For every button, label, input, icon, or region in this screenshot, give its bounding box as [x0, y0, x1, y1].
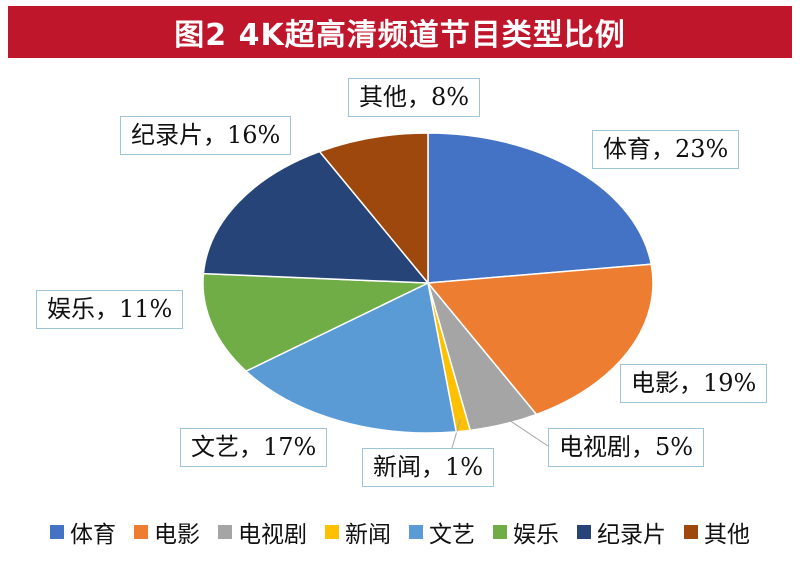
legend-item-7: 纪录片	[577, 515, 666, 549]
leader-line-4	[451, 419, 461, 449]
legend-label: 电影	[154, 522, 200, 548]
data-label-6: 娱乐，11%	[36, 290, 184, 329]
legend-item-3: 电视剧	[218, 515, 307, 549]
legend-label: 文艺	[429, 522, 475, 548]
legend-item-2: 电影	[134, 515, 200, 549]
legend-item-1: 体育	[50, 515, 116, 549]
data-label-2: 电影，19%	[620, 364, 768, 403]
title-bar: 图2 4K超高清频道节目类型比例	[8, 6, 792, 58]
legend-label: 新闻	[345, 522, 391, 548]
legend-item-6: 娱乐	[493, 515, 559, 549]
legend-label: 纪录片	[597, 522, 666, 548]
legend-label: 娱乐	[513, 522, 559, 548]
legend-item-8: 其他	[684, 515, 750, 549]
pie-slice-2	[426, 263, 654, 416]
pie-slice-1	[427, 132, 653, 284]
data-label-5: 文艺，17%	[180, 428, 328, 467]
pie-slice-8	[318, 132, 429, 286]
legend-swatch	[409, 525, 423, 539]
pie-slice-7	[202, 150, 430, 284]
legend: 体育 电影 电视剧 新闻 文艺 娱乐 纪录片 其他	[0, 512, 800, 552]
legend-swatch	[325, 525, 339, 539]
legend-swatch	[50, 525, 64, 539]
data-label-3: 电视剧，5%	[548, 428, 705, 467]
leader-line-3	[497, 412, 549, 447]
legend-item-4: 新闻	[325, 515, 391, 549]
legend-swatch	[134, 525, 148, 539]
pie-slice-5	[244, 281, 458, 434]
legend-label: 电视剧	[238, 522, 307, 548]
legend-swatch	[684, 525, 698, 539]
legend-swatch	[577, 525, 591, 539]
legend-swatch	[218, 525, 232, 539]
data-label-8: 其他，8%	[348, 78, 481, 117]
legend-label: 体育	[70, 522, 116, 548]
chart-title: 图2 4K超高清频道节目类型比例	[174, 18, 626, 53]
data-label-1: 体育，23%	[592, 130, 740, 169]
legend-label: 其他	[704, 522, 750, 548]
legend-item-5: 文艺	[409, 515, 475, 549]
pie-slice-6	[202, 272, 429, 373]
legend-swatch	[493, 525, 507, 539]
data-label-4: 新闻，1%	[362, 448, 495, 487]
data-label-7: 纪录片，16%	[120, 116, 292, 155]
